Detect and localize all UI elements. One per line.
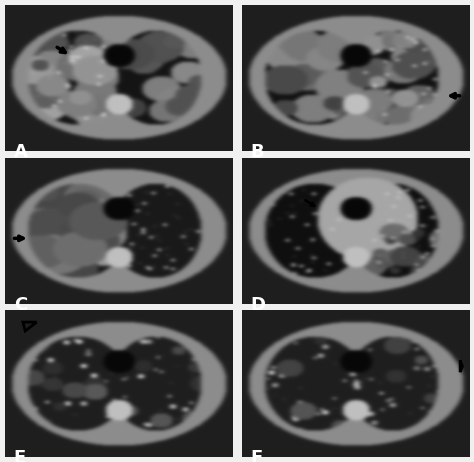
Text: E: E xyxy=(14,449,26,462)
Text: A: A xyxy=(14,143,27,161)
Text: B: B xyxy=(251,143,264,161)
Text: C: C xyxy=(14,296,27,314)
Text: F: F xyxy=(251,449,263,462)
Text: D: D xyxy=(251,296,265,314)
